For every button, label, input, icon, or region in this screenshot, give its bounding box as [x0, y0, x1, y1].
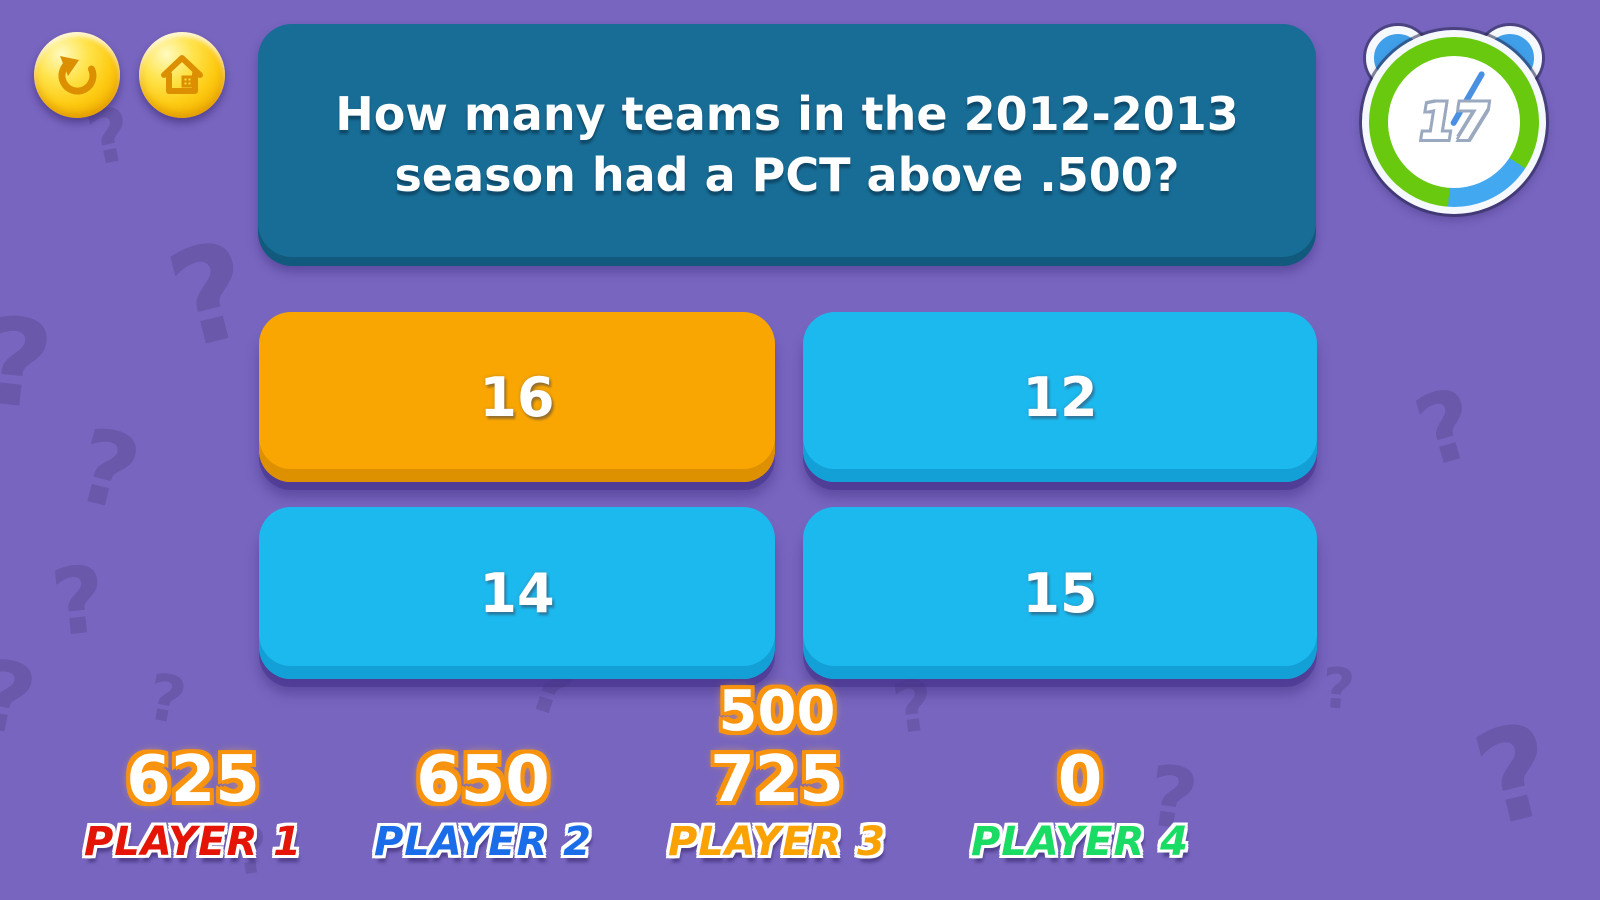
answer-button-16[interactable]: 16 [259, 312, 775, 482]
bg-question-mark: ? [154, 212, 267, 380]
player-1-score: 625 [126, 743, 260, 817]
countdown-timer: 17 [1362, 26, 1546, 214]
question-text: How many teams in the 2012-2013 season h… [335, 87, 1239, 202]
bg-question-mark: ? [46, 545, 111, 658]
bg-question-mark: ? [64, 405, 151, 536]
player-1-name: PLAYER 1 [83, 819, 303, 865]
player-2-name: PLAYER 2 [373, 819, 593, 865]
bg-question-mark: ? [0, 637, 45, 759]
player-4-name: PLAYER 4 [970, 819, 1190, 865]
player-4-panel: 0 PLAYER 4 [930, 748, 1230, 862]
question-panel: How many teams in the 2012-2013 season h… [258, 24, 1316, 266]
timer-value: 17 [1414, 93, 1494, 151]
answer-button-15[interactable]: 15 [803, 507, 1317, 679]
answer-button-14[interactable]: 14 [259, 507, 775, 679]
restart-icon [53, 51, 101, 99]
player-3-points-popup: 500 [718, 679, 836, 744]
restart-button[interactable] [34, 32, 120, 118]
player-2-score: 650 [416, 743, 550, 817]
player-3-panel: 500 725 PLAYER 3 [627, 684, 927, 865]
bg-question-mark: ? [1460, 694, 1570, 857]
player-2-panel: 650 PLAYER 2 [333, 748, 633, 862]
player-3-name: PLAYER 3 [667, 819, 887, 865]
bg-question-mark: ? [1403, 366, 1489, 490]
player-1-panel: 625 PLAYER 1 [43, 748, 343, 862]
bg-question-mark: ? [0, 291, 59, 438]
bg-question-mark: ? [1319, 655, 1357, 724]
home-icon [157, 50, 207, 100]
player-4-score: 0 [1057, 743, 1103, 817]
clock-face: 17 [1388, 56, 1520, 188]
answer-button-12[interactable]: 12 [803, 312, 1317, 482]
bg-question-mark: ? [141, 660, 192, 740]
home-button[interactable] [139, 32, 225, 118]
player-3-score: 725 [710, 743, 844, 817]
